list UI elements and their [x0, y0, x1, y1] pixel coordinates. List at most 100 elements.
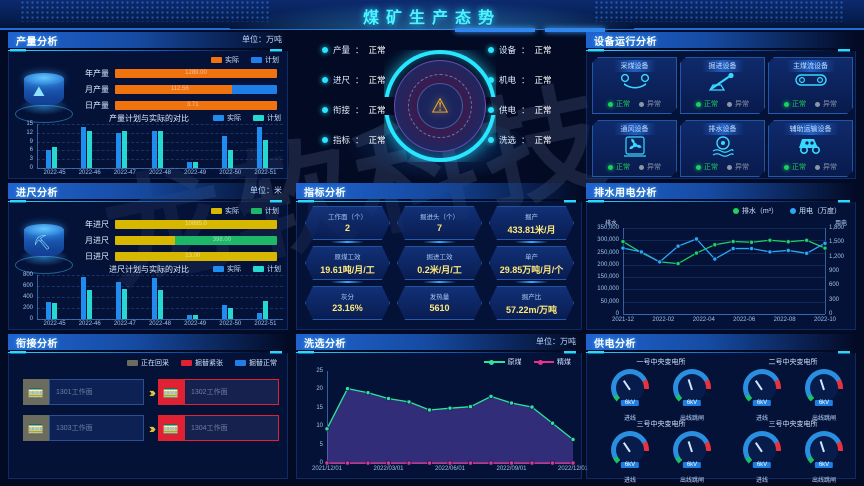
chart-bar[interactable] — [116, 132, 122, 168]
power-gauge[interactable]: 6kV 进线 — [609, 369, 651, 422]
equipment-card[interactable]: 掘进设备 正常 异常 — [680, 57, 765, 114]
chart-point[interactable] — [730, 246, 736, 252]
chart-point[interactable] — [549, 420, 555, 426]
power-gauge[interactable]: 6kV 出线跳闸 — [671, 431, 713, 484]
output-row-year-bar[interactable]: 1289.00 — [115, 69, 277, 78]
chart-bar[interactable] — [122, 131, 128, 168]
indicator-cell[interactable]: 掘进工效 0.2米/月/工 — [397, 246, 482, 280]
chart-bar[interactable] — [52, 302, 58, 319]
chart-point[interactable] — [693, 250, 699, 256]
equipment-status-bad[interactable]: 异常 — [727, 162, 749, 172]
indicator-cell[interactable]: 原煤工效 19.61吨/月/工 — [305, 246, 390, 280]
equipment-status-ok[interactable]: 正常 — [696, 162, 718, 172]
chart-bar[interactable] — [157, 131, 163, 168]
chart-bar[interactable] — [256, 126, 262, 168]
status-item-indicator[interactable]: 指标： 正常 — [322, 134, 386, 146]
chart-point[interactable] — [365, 460, 371, 466]
chart-bar[interactable] — [227, 307, 233, 319]
status-item-washing[interactable]: 洗选： 正常 — [488, 134, 552, 146]
chart-point[interactable] — [324, 460, 330, 466]
equipment-status-ok[interactable]: 正常 — [696, 99, 718, 109]
chart-point[interactable] — [447, 405, 453, 411]
chart-point[interactable] — [712, 242, 718, 248]
linkage-row-2-from[interactable]: 🚃 1303工作面 — [23, 415, 144, 441]
chart-point[interactable] — [767, 249, 773, 255]
chart-point[interactable] — [693, 236, 699, 242]
linkage-row-1-to[interactable]: 🚃 1302工作面 — [158, 379, 279, 405]
chart-point[interactable] — [406, 399, 412, 405]
output-row-month-bar[interactable]: 112.56 — [115, 85, 277, 94]
chart-point[interactable] — [675, 243, 681, 249]
chart-point[interactable] — [657, 259, 663, 265]
chart-point[interactable] — [749, 246, 755, 252]
chart-point[interactable] — [386, 396, 392, 402]
chart-bar[interactable] — [81, 276, 87, 319]
power-gauge[interactable]: 6kV 出线跳闸 — [803, 369, 845, 422]
indicator-cell[interactable]: 发热量 5610 — [397, 286, 482, 320]
equipment-status-bad[interactable]: 异常 — [639, 99, 661, 109]
chart-bar[interactable] — [87, 289, 93, 319]
equipment-status-bad[interactable]: 异常 — [639, 162, 661, 172]
chart-point[interactable] — [804, 250, 810, 256]
output-row-day-bar[interactable]: 3.71 — [115, 101, 277, 110]
indicator-cell[interactable]: 单产 29.85万吨/月/个 — [489, 246, 574, 280]
chart-bar[interactable] — [151, 131, 157, 168]
equipment-card[interactable]: 主煤流设备 正常 异常 — [768, 57, 853, 114]
chart-point[interactable] — [508, 400, 514, 406]
chart-bar[interactable] — [87, 131, 93, 168]
indicator-cell[interactable]: 掘产比 57.22m/万吨 — [489, 286, 574, 320]
equipment-status-bad[interactable]: 异常 — [815, 99, 837, 109]
equipment-card[interactable]: 排水设备 正常 异常 — [680, 120, 765, 177]
equipment-status-ok[interactable]: 正常 — [608, 99, 630, 109]
status-item-linkage[interactable]: 衔接： 正常 — [322, 104, 386, 116]
chart-point[interactable] — [749, 239, 755, 245]
equipment-card[interactable]: 采煤设备 正常 异常 — [592, 57, 677, 114]
linkage-row-1[interactable]: 🚃 1301工作面 ››› 🚃 1302工作面 — [23, 379, 279, 405]
chart-point[interactable] — [570, 436, 576, 442]
chart-bar[interactable] — [46, 150, 52, 168]
chart-point[interactable] — [365, 390, 371, 396]
equipment-status-ok[interactable]: 正常 — [784, 162, 806, 172]
footage-row-day-bar[interactable]: 13.00 — [115, 252, 277, 261]
linkage-row-2[interactable]: 🚃 1303工作面 ››› 🚃 1304工作面 — [23, 415, 279, 441]
power-gauge[interactable]: 6kV 进线 — [741, 369, 783, 422]
chart-bar[interactable] — [81, 126, 87, 168]
chart-point[interactable] — [549, 460, 555, 466]
chart-point[interactable] — [427, 407, 433, 413]
footage-row-month-bar[interactable]: 398.00 — [115, 236, 277, 245]
status-item-power[interactable]: 供电： 正常 — [488, 104, 552, 116]
chart-point[interactable] — [344, 386, 350, 392]
chart-point[interactable] — [804, 237, 810, 243]
chart-point[interactable] — [467, 404, 473, 410]
chart-point[interactable] — [620, 239, 626, 245]
chart-bar[interactable] — [157, 289, 163, 319]
status-item-equipment[interactable]: 设备： 正常 — [488, 44, 552, 56]
chart-point[interactable] — [447, 460, 453, 466]
chart-point[interactable] — [638, 249, 644, 255]
chart-point[interactable] — [508, 460, 514, 466]
chart-point[interactable] — [785, 247, 791, 253]
power-gauge[interactable]: 6kV 进线 — [741, 431, 783, 484]
chart-bar[interactable] — [116, 282, 122, 319]
chart-point[interactable] — [529, 460, 535, 466]
linkage-row-1-from[interactable]: 🚃 1301工作面 — [23, 379, 144, 405]
chart-point[interactable] — [344, 460, 350, 466]
chart-point[interactable] — [675, 261, 681, 267]
chart-point[interactable] — [785, 239, 791, 245]
equipment-card[interactable]: 通风设备 正常 异常 — [592, 120, 677, 177]
indicator-cell[interactable]: 掘进头（个） 7 — [397, 206, 482, 240]
power-gauge[interactable]: 6kV 出线跳闸 — [671, 369, 713, 422]
chart-point[interactable] — [529, 404, 535, 410]
chart-point[interactable] — [488, 460, 494, 466]
chart-bar[interactable] — [122, 289, 128, 319]
chart-bar[interactable] — [221, 304, 227, 319]
chart-bar[interactable] — [256, 313, 262, 319]
chart-bar[interactable] — [221, 135, 227, 168]
footage-row-year-bar[interactable]: 10895.0 — [115, 220, 277, 229]
chart-bar[interactable] — [151, 278, 157, 319]
power-gauge[interactable]: 6kV 进线 — [609, 431, 651, 484]
linkage-row-2-to[interactable]: 🚃 1304工作面 — [158, 415, 279, 441]
chart-bar[interactable] — [192, 162, 198, 168]
chart-point[interactable] — [467, 460, 473, 466]
equipment-status-bad[interactable]: 异常 — [727, 99, 749, 109]
